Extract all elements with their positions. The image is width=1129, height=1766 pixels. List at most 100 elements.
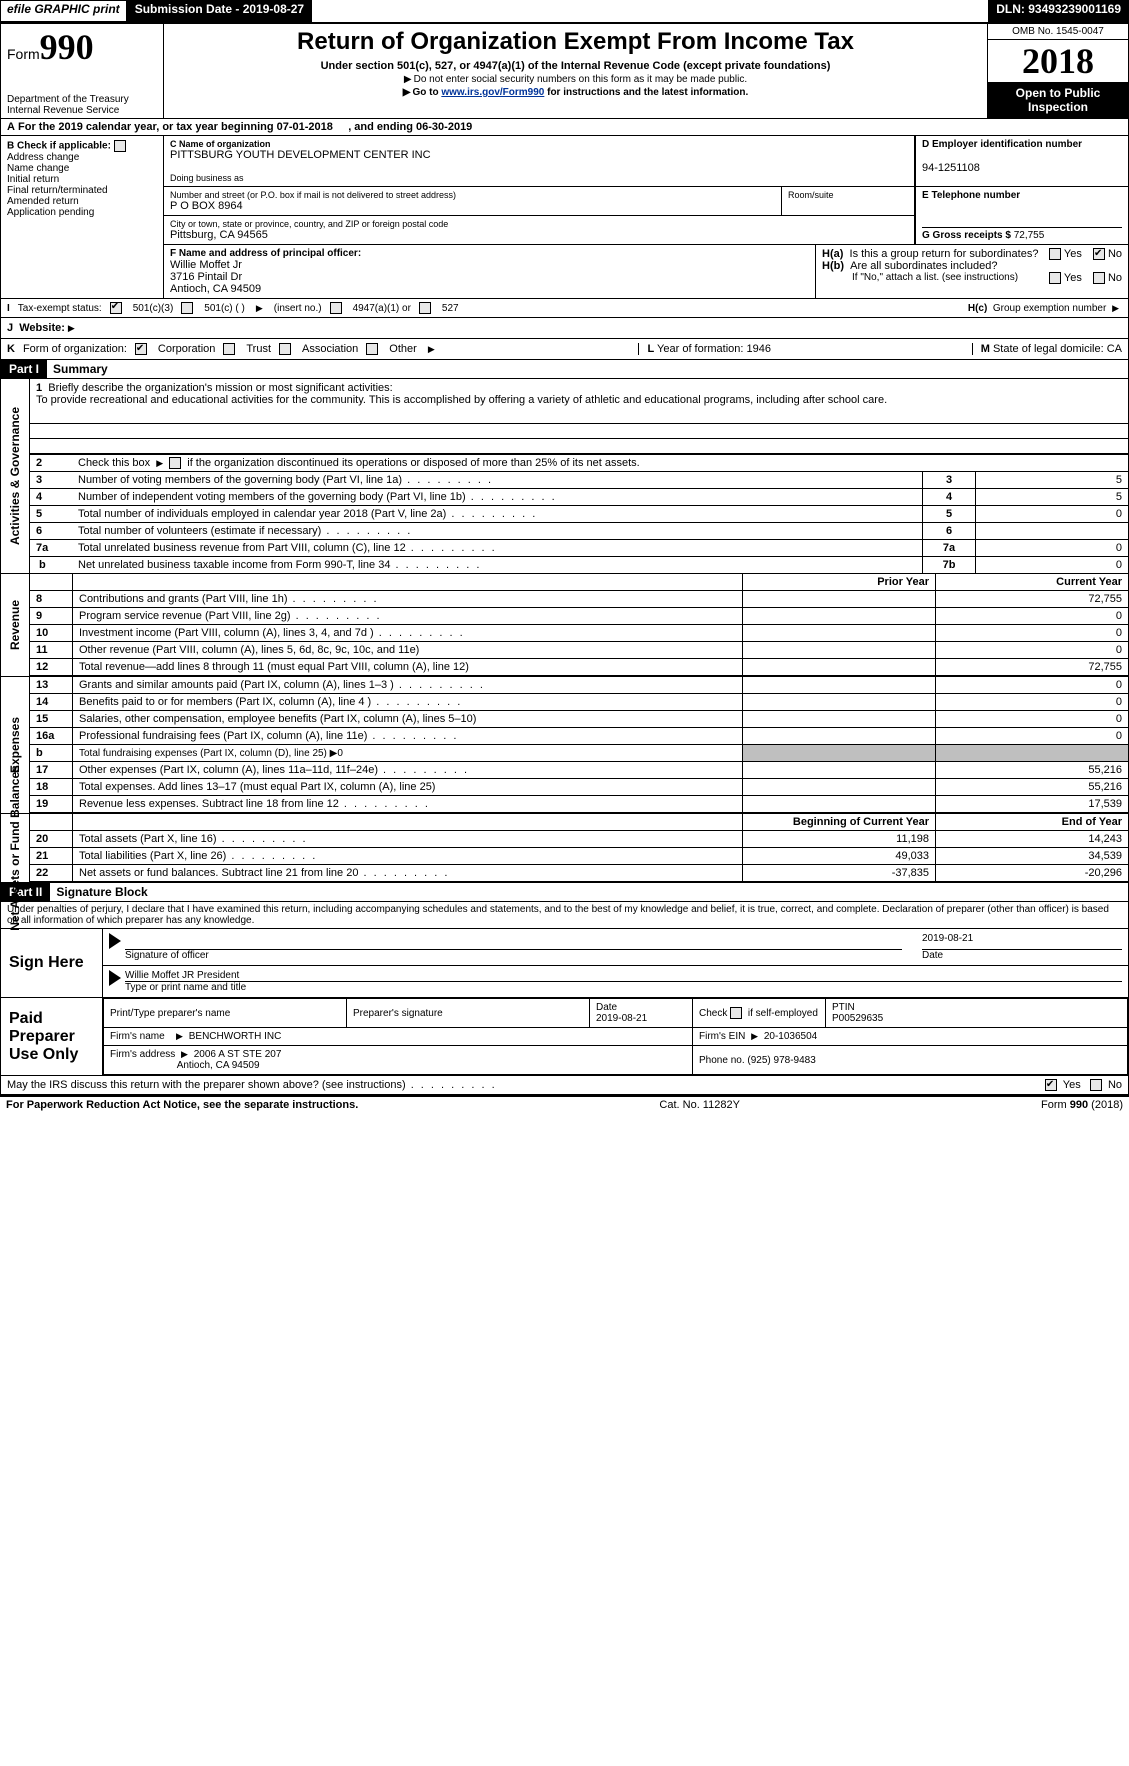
- hb-yes: Yes: [1064, 272, 1082, 284]
- hdr-prior-year: Prior Year: [743, 574, 936, 591]
- firm-addr-2: Antioch, CA 94509: [177, 1060, 260, 1071]
- label-m: M: [981, 343, 990, 355]
- sig-date: 2019-08-21: [922, 933, 1122, 949]
- exp13-text: Grants and similar amounts paid (Part IX…: [79, 679, 485, 691]
- opt-final-return: Final return/terminated: [7, 185, 157, 196]
- form-title: Return of Organization Exempt From Incom…: [172, 28, 979, 56]
- footer-right: Form 990 (2018): [1041, 1099, 1123, 1111]
- part-i-title: Summary: [47, 360, 114, 378]
- exp15-text: Salaries, other compensation, employee b…: [79, 713, 476, 725]
- exp17-py: [743, 762, 936, 779]
- omb-number: OMB No. 1545-0047: [988, 24, 1128, 40]
- officer-csz: Antioch, CA 94509: [170, 283, 809, 295]
- label-hc: H(c): [968, 303, 987, 314]
- org-name: PITTSBURG YOUTH DEVELOPMENT CENTER INC: [170, 149, 908, 161]
- net20-end: 14,243: [936, 831, 1129, 848]
- b-check-text: Check if applicable:: [17, 141, 111, 152]
- tax-year: 2018: [988, 40, 1128, 82]
- net-assets-table: Beginning of Current YearEnd of Year 20T…: [30, 814, 1128, 882]
- firm-addr-1: 2006 A ST STE 207: [194, 1049, 282, 1060]
- line7b-box: 7b: [923, 557, 976, 574]
- l-text: Year of formation:: [657, 343, 743, 355]
- form-990-big: 990: [40, 27, 94, 67]
- chk-527[interactable]: [419, 302, 431, 314]
- chk-address-change[interactable]: [114, 140, 126, 152]
- rev8-py: [743, 591, 936, 608]
- opt-corporation: Corporation: [158, 343, 215, 355]
- governance-table: 2Check this box if the organization disc…: [30, 454, 1128, 573]
- opt-initial-return: Initial return: [7, 174, 157, 185]
- rev8-cy: 72,755: [936, 591, 1129, 608]
- sign-here-label: Sign Here: [1, 929, 103, 997]
- irs-discuss-row: May the IRS discuss this return with the…: [0, 1076, 1129, 1095]
- form-header: Form990 Department of the Treasury Inter…: [0, 22, 1129, 119]
- rev11-cy: 0: [936, 642, 1129, 659]
- discuss-yes-chk[interactable]: [1045, 1079, 1057, 1091]
- ein-value: 94-1251108: [922, 162, 1122, 174]
- expenses-section: Expenses 13Grants and similar amounts pa…: [0, 677, 1129, 814]
- side-revenue: Revenue: [8, 600, 22, 650]
- chk-other[interactable]: [366, 343, 378, 355]
- mission-text: To provide recreational and educational …: [36, 394, 887, 406]
- label-l: L: [647, 343, 654, 355]
- rev10-text: Investment income (Part VIII, column (A)…: [79, 627, 465, 639]
- self-employed-chk[interactable]: [730, 1007, 742, 1019]
- discuss-no: No: [1108, 1079, 1122, 1091]
- discuss-no-chk[interactable]: [1090, 1079, 1102, 1091]
- hdr-current-year: Current Year: [936, 574, 1129, 591]
- officer-street: 3716 Pintail Dr: [170, 271, 809, 283]
- net21-text: Total liabilities (Part X, line 26): [79, 850, 317, 862]
- sig-officer-label: Signature of officer: [125, 950, 902, 961]
- prep-sig-hdr: Preparer's signature: [347, 999, 590, 1028]
- chk-4947[interactable]: [330, 302, 342, 314]
- net20-num: 20: [30, 831, 73, 848]
- preparer-table: Print/Type preparer's name Preparer's si…: [103, 998, 1128, 1075]
- ha-no-chk[interactable]: [1093, 248, 1105, 260]
- room-label: Room/suite: [788, 190, 908, 200]
- paid-label-2: Preparer: [9, 1028, 75, 1046]
- exp19-num: 19: [30, 796, 73, 813]
- label-hb: H(b): [822, 260, 844, 272]
- row-a-pre: For the 2019 calendar year, or tax year …: [18, 121, 277, 133]
- net21-begin: 49,033: [743, 848, 936, 865]
- chk-trust[interactable]: [223, 343, 235, 355]
- net-assets-section: Net Assets or Fund Balances Beginning of…: [0, 814, 1129, 883]
- net22-begin: -37,835: [743, 865, 936, 882]
- paid-label-1: Paid: [9, 1010, 43, 1028]
- side-net-assets: Net Assets or Fund Balances: [8, 765, 22, 931]
- chk-corporation[interactable]: [135, 343, 147, 355]
- exp16a-num: 16a: [30, 728, 73, 745]
- firm-name: BENCHWORTH INC: [189, 1031, 282, 1042]
- exp15-py: [743, 711, 936, 728]
- firm-phone-label: Phone no.: [699, 1055, 745, 1066]
- prep-date-hdr: Date: [596, 1002, 617, 1013]
- part-ii-title: Signature Block: [50, 883, 153, 901]
- rev12-text: Total revenue—add lines 8 through 11 (mu…: [79, 661, 469, 673]
- ha-no: No: [1108, 248, 1122, 260]
- label-a: A: [7, 121, 15, 133]
- line4-box: 4: [923, 489, 976, 506]
- line4-val: 5: [976, 489, 1129, 506]
- exp15-num: 15: [30, 711, 73, 728]
- k-arrow-icon: [425, 343, 438, 355]
- chk-association[interactable]: [279, 343, 291, 355]
- line2-chk[interactable]: [169, 457, 181, 469]
- ha-yes-chk[interactable]: [1049, 248, 1061, 260]
- hc-text: Group exemption number: [993, 303, 1106, 314]
- hb-no-chk[interactable]: [1093, 272, 1105, 284]
- firm-ein: 20-1036504: [764, 1031, 817, 1042]
- line7a-num: 7a: [30, 540, 72, 557]
- exp14-py: [743, 694, 936, 711]
- net20-begin: 11,198: [743, 831, 936, 848]
- dept-line1: Department of the Treasury: [7, 94, 157, 105]
- hb-yes-chk[interactable]: [1049, 272, 1061, 284]
- sign-arrow-icon: [109, 933, 121, 949]
- chk-501c3[interactable]: [110, 302, 122, 314]
- column-b: B Check if applicable: Address change Na…: [1, 136, 164, 298]
- j-text: Website:: [19, 322, 65, 334]
- line1-num: 1: [36, 382, 42, 394]
- exp19-cy: 17,539: [936, 796, 1129, 813]
- irs-link[interactable]: www.irs.gov/Form990: [441, 87, 544, 98]
- rev10-cy: 0: [936, 625, 1129, 642]
- chk-501c[interactable]: [181, 302, 193, 314]
